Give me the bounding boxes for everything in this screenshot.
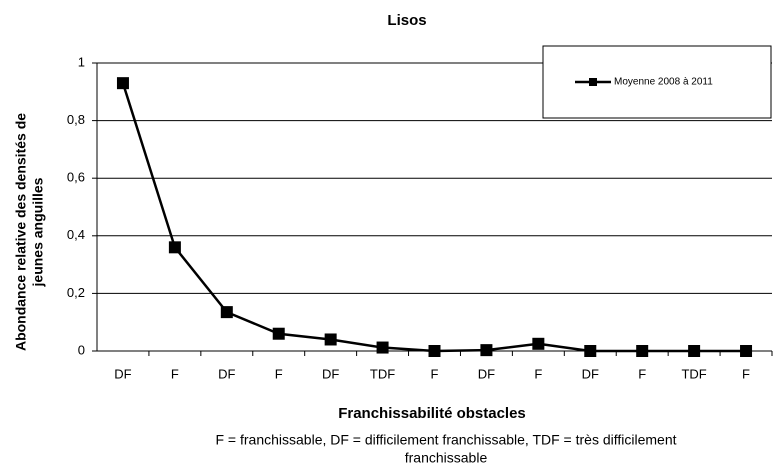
marker <box>688 345 701 357</box>
chart-title: Lisos <box>387 12 426 29</box>
marker <box>272 327 285 340</box>
marker <box>168 241 181 254</box>
marker <box>480 344 493 357</box>
x-tick-label: F <box>171 366 179 381</box>
x-tick-label: F <box>275 366 283 381</box>
y-tick-label: 0,8 <box>67 112 85 127</box>
x-tick-label: F <box>431 366 439 381</box>
marker <box>584 345 597 357</box>
y-tick-label: 0 <box>78 342 85 357</box>
x-tick-label: DF <box>582 366 599 381</box>
marker <box>324 333 337 346</box>
x-axis-label: Franchissabilité obstacles <box>338 405 526 422</box>
x-tick-label: DF <box>478 366 495 381</box>
y-axis-label: Abondance relative des densités de jeune… <box>13 113 46 351</box>
x-tick-label: DF <box>114 366 131 381</box>
legend-label: Moyenne 2008 à 2011 <box>614 77 713 88</box>
marker <box>376 341 389 354</box>
x-tick-label: F <box>534 366 542 381</box>
y-label-line: Abondance relative des densités de <box>13 113 29 351</box>
x-tick-label: DF <box>322 366 339 381</box>
y-tick-label: 1 <box>78 54 85 69</box>
x-tick-label: DF <box>218 366 235 381</box>
marker <box>636 345 649 357</box>
marker <box>740 345 753 357</box>
y-tick-label: 0,6 <box>67 170 85 185</box>
x-tick-label: F <box>742 366 750 381</box>
x-tick-label: F <box>638 366 646 381</box>
y-tick-label: 0,4 <box>67 227 85 242</box>
y-label-line: jeunes anguilles <box>30 177 46 287</box>
series-line <box>121 82 747 353</box>
note-line: F = franchissable, DF = difficilement fr… <box>215 432 676 448</box>
note-line: franchissable <box>405 450 488 466</box>
marker <box>116 77 129 90</box>
marker <box>428 345 441 357</box>
x-tick-label: TDF <box>370 366 395 381</box>
y-tick-label: 0,2 <box>67 285 85 300</box>
marker <box>532 337 545 350</box>
legend-marker <box>589 78 597 86</box>
marker <box>220 306 233 319</box>
x-tick-label: TDF <box>681 366 706 381</box>
